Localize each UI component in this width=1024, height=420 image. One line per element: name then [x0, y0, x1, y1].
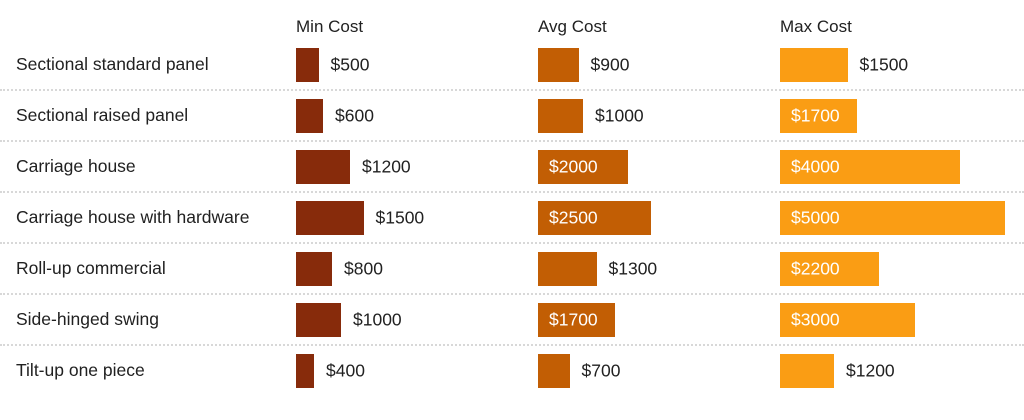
- max-cost-bar: [780, 200, 1005, 235]
- avg-cost-cell: $1300: [538, 244, 780, 293]
- table-row: Roll-up commercial $800 $1300 $2200: [0, 244, 1024, 295]
- min-cost-bar: [296, 251, 332, 286]
- min-cost-bar: [296, 98, 323, 133]
- avg-cost-cell: $1000: [538, 91, 780, 140]
- min-cost-bar: [296, 200, 364, 235]
- avg-cost-bar: [538, 149, 628, 184]
- table-row: Side-hinged swing $1000 $1700 $3000: [0, 295, 1024, 346]
- avg-cost-cell: $2500: [538, 193, 780, 242]
- max-cost-cell: $1700: [780, 91, 1024, 140]
- table-row: Tilt-up one piece $400 $700 $1200: [0, 346, 1024, 397]
- row-label: Side-hinged swing: [16, 309, 160, 329]
- min-cost-bar: [296, 47, 319, 82]
- max-cost-value: $5000: [791, 207, 840, 227]
- avg-cost-value: $1000: [595, 105, 644, 125]
- max-cost-cell: $1500: [780, 40, 1024, 89]
- min-cost-value: $400: [326, 360, 365, 380]
- max-cost-value: $1500: [859, 54, 909, 74]
- min-cost-cell: $1000: [296, 295, 538, 344]
- avg-cost-value: $2500: [549, 207, 598, 227]
- avg-cost-bar: [538, 302, 615, 337]
- avg-cost-value: $700: [581, 360, 621, 380]
- max-cost-cell: $4000: [780, 142, 1024, 191]
- row-label: Carriage house: [16, 156, 136, 176]
- avg-cost-bar: [538, 200, 651, 235]
- avg-cost-bar: [538, 98, 583, 133]
- avg-cost-value: $1700: [549, 309, 598, 329]
- min-cost-value: $800: [344, 258, 383, 278]
- max-cost-cell: $1200: [780, 346, 1024, 395]
- max-cost-cell: $3000: [780, 295, 1024, 344]
- avg-cost-value: $900: [590, 54, 630, 74]
- max-cost-value: $4000: [791, 156, 840, 176]
- min-cost-cell: $1500: [296, 193, 538, 242]
- min-cost-cell: $1200: [296, 142, 538, 191]
- avg-cost-cell: $1700: [538, 295, 780, 344]
- min-cost-cell: $600: [296, 91, 538, 140]
- min-cost-cell: $500: [296, 40, 538, 89]
- max-cost-value: $2200: [791, 258, 840, 278]
- min-cost-value: $1000: [353, 309, 402, 329]
- max-cost-value: $1700: [791, 105, 840, 125]
- avg-cost-bar: [538, 251, 597, 286]
- table-row: Carriage house $1200 $2000 $4000: [0, 142, 1024, 193]
- max-cost-bar: [780, 302, 915, 337]
- avg-cost-value: $2000: [549, 156, 598, 176]
- min-cost-cell: $800: [296, 244, 538, 293]
- table-row: Carriage house with hardware $1500 $2500…: [0, 193, 1024, 244]
- max-cost-value: $3000: [791, 309, 840, 329]
- max-cost-bar: [780, 47, 848, 82]
- avg-cost-bar: [538, 47, 579, 82]
- max-cost-bar: [780, 251, 879, 286]
- avg-cost-value: $1300: [608, 258, 658, 278]
- min-cost-value: $1200: [362, 156, 411, 176]
- max-cost-bar: [780, 98, 857, 133]
- max-cost-cell: $5000: [780, 193, 1024, 242]
- column-header-max-cost: Max Cost: [780, 17, 852, 36]
- min-cost-bar: [296, 149, 350, 184]
- min-cost-bar: [296, 353, 314, 388]
- avg-cost-bar: [538, 353, 570, 388]
- column-headers: Min Cost Avg Cost Max Cost: [0, 0, 1024, 40]
- column-header-min-cost: Min Cost: [296, 17, 364, 36]
- min-cost-bar: [296, 302, 341, 337]
- row-label: Sectional raised panel: [16, 105, 189, 125]
- min-cost-value: $600: [335, 105, 374, 125]
- max-cost-value: $1200: [846, 360, 895, 380]
- table-row: Sectional standard panel $500 $900 $1500: [0, 40, 1024, 91]
- max-cost-bar: [780, 149, 960, 184]
- avg-cost-cell: $900: [538, 40, 780, 89]
- avg-cost-cell: $700: [538, 346, 780, 395]
- min-cost-value: $500: [330, 54, 370, 74]
- row-label: Tilt-up one piece: [16, 360, 145, 380]
- avg-cost-cell: $2000: [538, 142, 780, 191]
- row-label: Sectional standard panel: [16, 54, 209, 74]
- column-header-avg-cost: Avg Cost: [538, 17, 607, 36]
- min-cost-value: $1500: [375, 207, 425, 227]
- min-cost-cell: $400: [296, 346, 538, 395]
- row-label: Roll-up commercial: [16, 258, 166, 278]
- row-label: Carriage house with hardware: [16, 207, 250, 227]
- table-row: Sectional raised panel $600 $1000 $1700: [0, 91, 1024, 142]
- max-cost-bar: [780, 353, 834, 388]
- max-cost-cell: $2200: [780, 244, 1024, 293]
